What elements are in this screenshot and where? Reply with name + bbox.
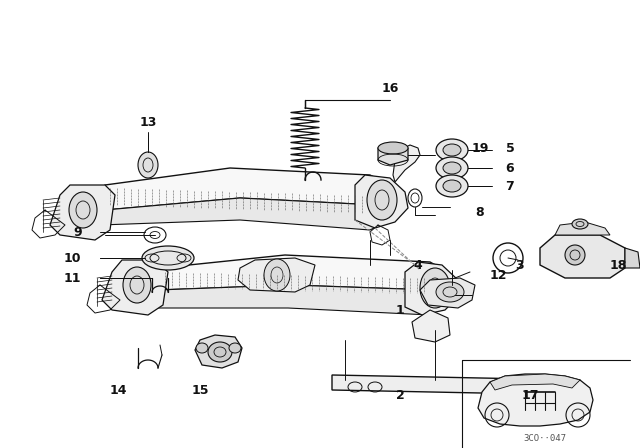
Ellipse shape xyxy=(367,180,397,220)
Polygon shape xyxy=(393,145,420,182)
Text: 3CO··047: 3CO··047 xyxy=(524,434,566,443)
Ellipse shape xyxy=(196,343,208,353)
Text: 4: 4 xyxy=(413,258,422,271)
Polygon shape xyxy=(625,248,640,268)
Polygon shape xyxy=(478,374,593,426)
Polygon shape xyxy=(420,278,475,308)
Ellipse shape xyxy=(436,139,468,161)
Ellipse shape xyxy=(436,282,464,302)
Text: 8: 8 xyxy=(476,206,484,219)
Polygon shape xyxy=(355,175,408,228)
Text: 12: 12 xyxy=(489,268,507,281)
Text: 5: 5 xyxy=(506,142,515,155)
Ellipse shape xyxy=(420,268,450,308)
Text: 15: 15 xyxy=(191,383,209,396)
Ellipse shape xyxy=(208,342,232,362)
Ellipse shape xyxy=(572,219,588,229)
Text: 19: 19 xyxy=(471,142,489,155)
Text: 6: 6 xyxy=(506,161,515,175)
Text: 13: 13 xyxy=(140,116,157,129)
Text: 9: 9 xyxy=(74,225,83,238)
Text: 2: 2 xyxy=(396,388,404,401)
Ellipse shape xyxy=(138,152,158,178)
Polygon shape xyxy=(102,260,168,315)
Ellipse shape xyxy=(378,142,408,154)
Circle shape xyxy=(565,245,585,265)
Polygon shape xyxy=(85,198,390,230)
Text: 18: 18 xyxy=(609,258,627,271)
Ellipse shape xyxy=(436,157,468,179)
Ellipse shape xyxy=(142,246,194,270)
Polygon shape xyxy=(555,222,610,235)
Text: 3: 3 xyxy=(516,258,524,271)
Polygon shape xyxy=(332,375,580,395)
Text: 1: 1 xyxy=(396,303,404,316)
Polygon shape xyxy=(412,310,450,342)
Polygon shape xyxy=(140,285,448,315)
Polygon shape xyxy=(540,235,625,278)
Text: 14: 14 xyxy=(109,383,127,396)
Ellipse shape xyxy=(443,180,461,192)
Polygon shape xyxy=(378,143,408,165)
Polygon shape xyxy=(195,335,242,368)
Polygon shape xyxy=(405,262,460,315)
Text: 16: 16 xyxy=(381,82,399,95)
Text: 17: 17 xyxy=(521,388,539,401)
Polygon shape xyxy=(140,255,448,295)
Ellipse shape xyxy=(443,162,461,174)
Ellipse shape xyxy=(264,259,290,291)
Polygon shape xyxy=(490,374,580,390)
Ellipse shape xyxy=(123,267,151,303)
Polygon shape xyxy=(238,258,315,292)
Polygon shape xyxy=(50,185,115,240)
Ellipse shape xyxy=(443,144,461,156)
Polygon shape xyxy=(85,168,390,215)
Ellipse shape xyxy=(69,192,97,228)
Text: 10: 10 xyxy=(63,251,81,264)
Ellipse shape xyxy=(229,343,241,353)
Text: 11: 11 xyxy=(63,271,81,284)
Ellipse shape xyxy=(436,175,468,197)
Text: 7: 7 xyxy=(506,180,515,193)
